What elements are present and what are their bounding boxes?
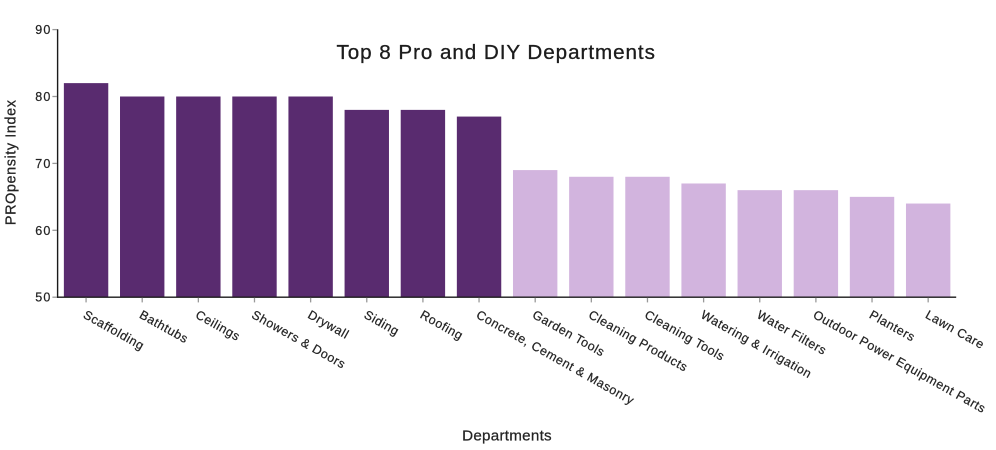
- svg-text:Top 8 Pro and DIY Departments: Top 8 Pro and DIY Departments: [337, 41, 656, 64]
- svg-text:Departments: Departments: [462, 427, 552, 444]
- svg-text:50: 50: [35, 291, 51, 305]
- svg-text:80: 80: [35, 90, 51, 104]
- svg-text:70: 70: [35, 157, 51, 171]
- svg-text:90: 90: [35, 23, 51, 37]
- svg-text:PROpensity Index: PROpensity Index: [4, 99, 20, 225]
- svg-text:60: 60: [35, 224, 51, 238]
